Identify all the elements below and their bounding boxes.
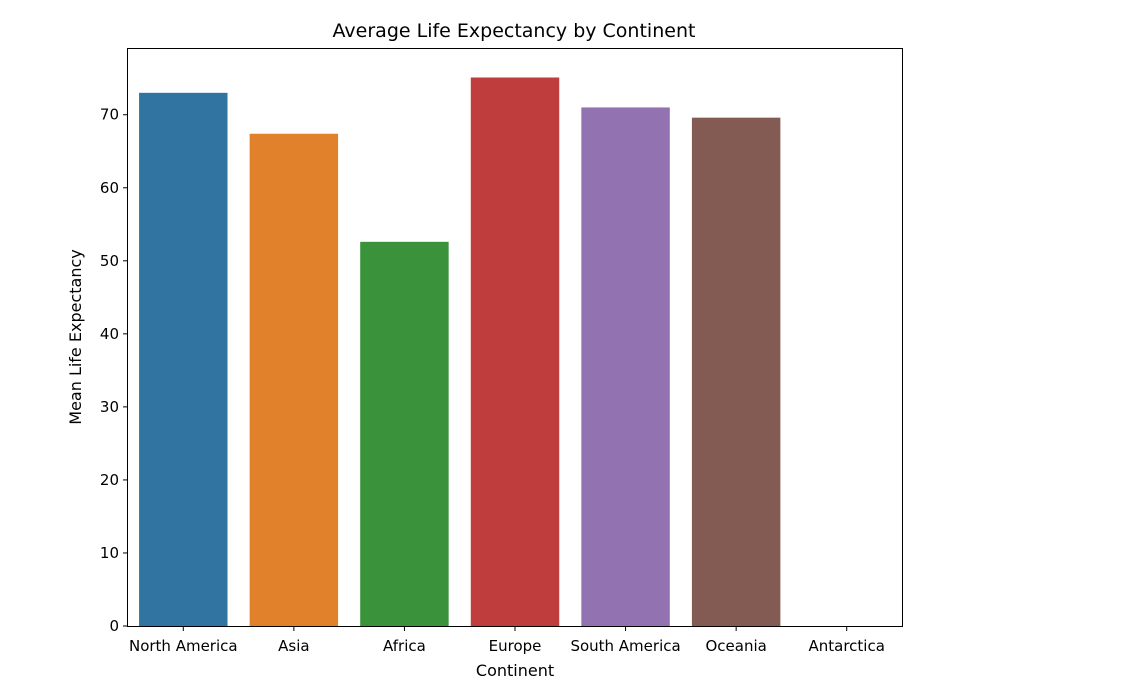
y-tick-label-40: 40: [100, 325, 119, 343]
y-tick-label-30: 30: [100, 398, 119, 416]
x-tick-label-oceania: Oceania: [705, 637, 766, 655]
y-axis-label: Mean Life Expectancy: [66, 249, 85, 424]
chart-title: Average Life Expectancy by Continent: [333, 20, 696, 42]
y-tick-label-70: 70: [100, 106, 119, 124]
bar-north-america: [139, 92, 228, 627]
bar-africa: [360, 241, 449, 626]
y-tick-label-20: 20: [100, 471, 119, 489]
y-tick-label-10: 10: [100, 544, 119, 562]
y-tick-label-50: 50: [100, 252, 119, 270]
x-tick-label-south-america: South America: [570, 637, 680, 655]
y-axis: 0 10 20 30 40 50 60 70: [100, 106, 128, 635]
x-tick-label-north-america: North America: [129, 637, 238, 655]
x-tick-label-asia: Asia: [278, 637, 309, 655]
plot-frame: [127, 48, 903, 627]
x-tick-label-antarctica: Antarctica: [809, 637, 885, 655]
x-tick-label-africa: Africa: [383, 637, 426, 655]
bar-oceania: [691, 117, 781, 626]
bar-asia: [249, 133, 339, 626]
bars-group: [139, 77, 781, 627]
x-axis-label: Continent: [476, 661, 554, 680]
y-tick-label-60: 60: [100, 179, 119, 197]
x-axis: North America Asia Africa Europe South Ameri…: [129, 626, 885, 655]
bar-south-america: [581, 107, 670, 627]
bar-europe: [470, 77, 560, 627]
x-tick-label-europe: Europe: [489, 637, 542, 655]
y-tick-label-0: 0: [109, 617, 119, 635]
